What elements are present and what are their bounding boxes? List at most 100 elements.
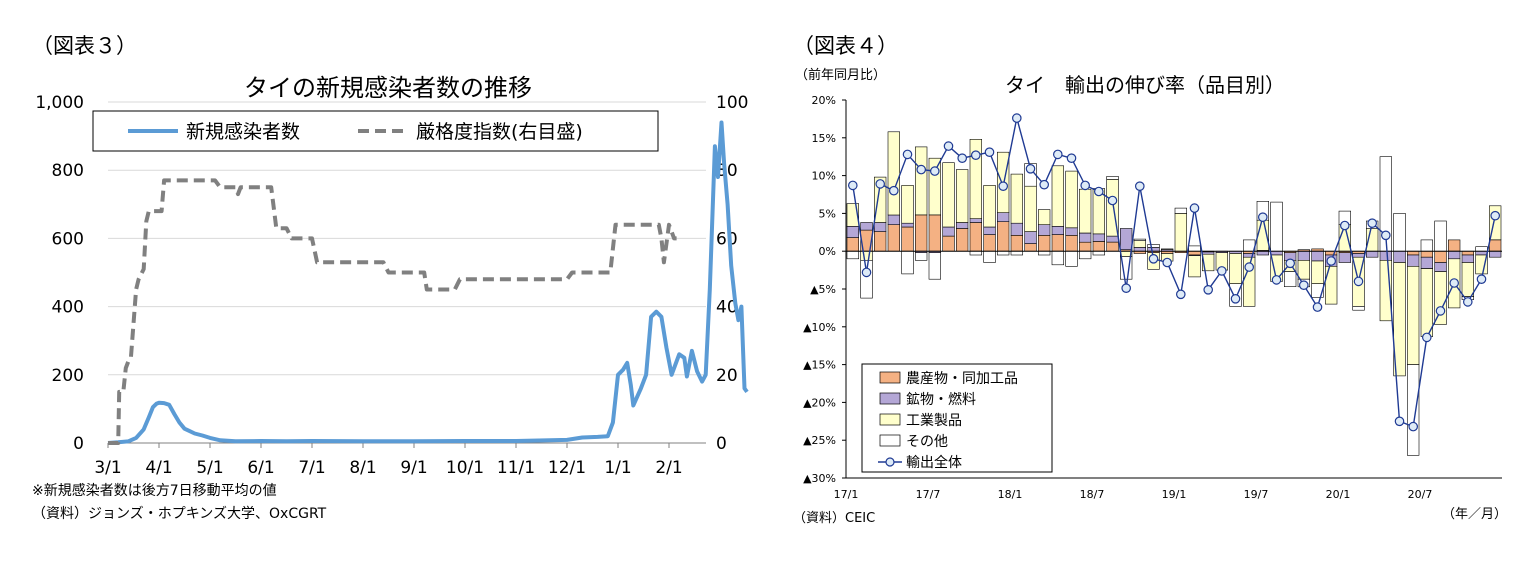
y-tick-label: 20% (812, 94, 836, 107)
figure3-note: ※新規感染者数は後方7日移動平均の値 (32, 483, 277, 499)
bar-segment (1243, 250, 1256, 254)
total-exports-marker (1463, 297, 1473, 307)
total-exports-marker (1244, 262, 1254, 272)
bar-segment (1407, 250, 1420, 256)
legend-swatch (879, 392, 901, 405)
bar-segment (1147, 247, 1160, 252)
bar-segment (1188, 245, 1201, 252)
bar-segment (1065, 235, 1078, 252)
bar-segment (1366, 250, 1379, 258)
bar-segment (1379, 259, 1392, 322)
bar-segment (969, 139, 982, 220)
y-tick-label: ▲30% (803, 472, 836, 485)
y-right-tick-label: 40 (716, 298, 738, 318)
bar-segment (1461, 250, 1474, 256)
bar-segment (1489, 250, 1502, 258)
bar-segment (1366, 220, 1379, 229)
total-exports-marker (984, 147, 995, 157)
bar-segment (1215, 250, 1228, 253)
bar-segment (983, 234, 996, 252)
x-tick-label: 20/1 (1326, 488, 1351, 501)
bar-segment (1065, 250, 1078, 267)
total-exports-marker (1039, 179, 1049, 190)
total-exports-marker (1490, 210, 1500, 221)
total-exports-marker (1258, 212, 1268, 222)
bar-segment (1243, 239, 1256, 252)
figure3-source: （資料）ジョンズ・ホプキンズ大学、OxCGRT (32, 506, 327, 522)
legend-label: 厳格度指数(右目盛) (416, 121, 583, 143)
total-exports-marker (1162, 257, 1172, 268)
bar-segment (1010, 173, 1023, 224)
bar-segment (1461, 254, 1474, 263)
bar-segment (1352, 250, 1365, 254)
bar-segment (901, 222, 914, 228)
bar-segment (914, 146, 928, 216)
y-left-tick-label: 800 (52, 161, 84, 181)
total-exports-marker (1148, 253, 1159, 264)
bar-segment (873, 222, 887, 232)
bar-segment (1352, 253, 1365, 258)
bar-segment (1161, 253, 1174, 262)
bar-segment (1188, 254, 1201, 257)
total-exports-marker (1121, 283, 1131, 293)
total-exports-marker (1476, 274, 1487, 284)
y-left-tick-label: 600 (52, 229, 84, 249)
bar-segment (1243, 256, 1256, 307)
total-exports-marker (916, 164, 926, 175)
bar-segment (1229, 250, 1242, 254)
bar-segment (1284, 271, 1297, 288)
total-exports-marker (1094, 186, 1104, 197)
legend-swatch (879, 371, 901, 384)
y-right-tick-label: 0 (716, 434, 727, 454)
x-tick-label: 19/7 (1244, 488, 1269, 501)
total-exports-marker (929, 166, 940, 176)
x-tick-label: 19/1 (1162, 488, 1187, 501)
bar-segment (1379, 156, 1392, 252)
bar-segment (928, 214, 941, 252)
y-right-tick-label: 80 (716, 161, 738, 181)
total-exports-marker (1312, 302, 1323, 312)
y-tick-label: 15% (812, 132, 836, 145)
x-tick-label: 10/1 (446, 458, 484, 478)
total-exports-marker (1066, 153, 1077, 163)
bar-segment (1038, 209, 1051, 226)
chart-title: タイ 輸出の伸び率（品目別） (1005, 73, 1285, 97)
legend-marker (885, 457, 895, 467)
bar-segment (1338, 224, 1351, 252)
bar-segment (1325, 265, 1338, 305)
bar-segment (1120, 228, 1133, 251)
total-exports-marker (1285, 258, 1295, 269)
bar-segment (1434, 262, 1447, 272)
bar-segment (1448, 239, 1461, 252)
x-tick-label: 12/1 (548, 458, 586, 478)
bar-segment (1407, 254, 1420, 267)
bar-segment (1065, 170, 1078, 229)
bar-segment (887, 224, 900, 252)
x-tick-label: 17/1 (834, 488, 859, 501)
total-exports-marker (1422, 332, 1432, 343)
bar-segment (1311, 283, 1324, 298)
x-tick-label: 5/1 (196, 458, 223, 478)
bar-segment (846, 250, 859, 260)
bar-segment (914, 252, 928, 261)
bar-segment (1092, 188, 1105, 235)
bar-segment (1393, 250, 1406, 263)
total-exports-marker (1299, 280, 1309, 290)
y-tick-label: 0% (819, 245, 836, 258)
x-tick-label: 9/1 (400, 458, 427, 478)
figure4-source: （資料）CEIC (793, 511, 876, 526)
total-exports-marker (1394, 416, 1405, 427)
total-exports-marker (1367, 218, 1377, 228)
bar-segment (873, 176, 887, 223)
bar-segment (1284, 250, 1297, 253)
bar-segment (1297, 250, 1310, 261)
x-tick-label: 4/1 (145, 458, 172, 478)
bar-segment (1038, 224, 1051, 236)
bar-segment (846, 203, 859, 227)
total-exports-marker (1135, 181, 1145, 191)
bar-segment (1229, 283, 1242, 307)
bar-segment (942, 235, 955, 252)
x-tick-label: 17/7 (916, 488, 941, 501)
bar-segment (996, 250, 1010, 256)
bar-segment (942, 162, 955, 228)
